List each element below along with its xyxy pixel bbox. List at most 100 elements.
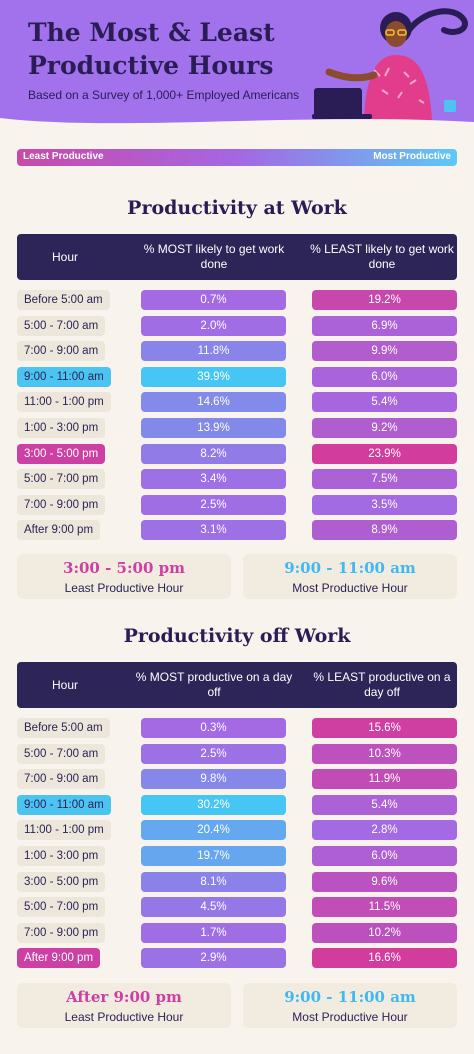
most-value-cell: 14.6% (141, 392, 286, 413)
most-value-cell: 1.7% (141, 922, 286, 943)
hour-label: 7:00 - 9:00 am (17, 769, 106, 790)
most-productive-time: 9:00 - 11:00 am (284, 559, 416, 577)
least-value-cell: 6.0% (312, 846, 457, 866)
most-value-cell: 13.9% (141, 418, 286, 438)
least-value-cell: 9.9% (312, 341, 457, 362)
most-value-cell: 4.5% (141, 897, 286, 918)
page-subtitle: Based on a Survey of 1,000+ Employed Ame… (28, 88, 300, 102)
table-header-off-work: Hour % MOST productive on a day off % LE… (17, 662, 457, 708)
least-value-cell: 3.5% (312, 494, 457, 515)
least-value-cell: 23.9% (312, 443, 457, 464)
table-row: 9:00 - 11:00 am 30.2% 5.4% (0, 794, 474, 815)
hour-label: 7:00 - 9:00 am (17, 341, 106, 362)
most-productive-time: 9:00 - 11:00 am (284, 988, 416, 1006)
section-title-off-work: Productivity off Work (123, 625, 351, 647)
table-row: 1:00 - 3:00 pm 19.7% 6.0% (0, 846, 474, 866)
hour-label: 3:00 - 5:00 pm (17, 443, 106, 464)
table-row: After 9:00 pm 2.9% 16.6% (0, 948, 474, 969)
table-row: 11:00 - 1:00 pm 20.4% 2.8% (0, 820, 474, 841)
table-row: 7:00 - 9:00 am 9.8% 11.9% (0, 769, 474, 790)
table-row: Before 5:00 am 0.7% 19.2% (0, 290, 474, 310)
least-value-cell: 9.6% (312, 871, 457, 892)
most-value-cell: 8.1% (141, 871, 286, 892)
least-productive-time: 3:00 - 5:00 pm (63, 559, 185, 577)
most-value-cell: 30.2% (141, 794, 286, 815)
column-header-most: % MOST likely to get work done (143, 242, 285, 271)
table-row: 3:00 - 5:00 pm 8.2% 23.9% (0, 443, 474, 464)
hour-label: 11:00 - 1:00 pm (17, 820, 111, 841)
header-wave (0, 118, 474, 128)
hour-label: 9:00 - 11:00 am (17, 366, 111, 387)
least-value-cell: 5.4% (312, 794, 457, 815)
most-value-cell: 8.2% (141, 443, 286, 464)
most-value-cell: 9.8% (141, 769, 286, 790)
most-value-cell: 2.5% (141, 743, 286, 764)
column-header-least: % LEAST likely to get work done (310, 242, 454, 271)
most-productive-label: Most Productive Hour (292, 1010, 408, 1024)
table-row: 5:00 - 7:00 pm 3.4% 7.5% (0, 469, 474, 490)
table-row: 11:00 - 1:00 pm 14.6% 5.4% (0, 392, 474, 413)
hour-label: 5:00 - 7:00 am (17, 743, 106, 764)
most-value-cell: 19.7% (141, 846, 286, 866)
table-row: After 9:00 pm 3.1% 8.9% (0, 520, 474, 541)
hour-label: After 9:00 pm (17, 948, 101, 969)
table-header-work: Hour % MOST likely to get work done % LE… (17, 234, 457, 280)
least-value-cell: 7.5% (312, 469, 457, 490)
hour-label: 9:00 - 11:00 am (17, 794, 111, 815)
least-value-cell: 11.5% (312, 897, 457, 918)
most-value-cell: 0.3% (141, 718, 286, 738)
hour-label: 5:00 - 7:00 pm (17, 897, 106, 918)
least-value-cell: 8.9% (312, 520, 457, 541)
summary-card-most-work: 9:00 - 11:00 am Most Productive Hour (243, 554, 457, 599)
column-header-least: % LEAST productive on a day off (313, 670, 451, 699)
most-value-cell: 20.4% (141, 820, 286, 841)
table-row: Before 5:00 am 0.3% 15.6% (0, 718, 474, 738)
woman-with-laptop-illustration (312, 8, 468, 120)
table-row: 3:00 - 5:00 pm 8.1% 9.6% (0, 871, 474, 892)
table-row: 5:00 - 7:00 pm 4.5% 11.5% (0, 897, 474, 918)
least-value-cell: 15.6% (312, 718, 457, 738)
most-value-cell: 0.7% (141, 290, 286, 310)
hour-label: 1:00 - 3:00 pm (17, 846, 106, 866)
summary-card-least-work: 3:00 - 5:00 pm Least Productive Hour (17, 554, 231, 599)
summary-card-least-off-work: After 9:00 pm Least Productive Hour (17, 983, 231, 1028)
section-title-work: Productivity at Work (127, 197, 347, 219)
most-value-cell: 11.8% (141, 341, 286, 362)
least-productive-label: Least Productive Hour (64, 581, 184, 595)
least-value-cell: 9.2% (312, 418, 457, 438)
most-value-cell: 2.0% (141, 315, 286, 336)
least-value-cell: 10.3% (312, 743, 457, 764)
column-header-hour: Hour (51, 677, 78, 692)
hour-label: 7:00 - 9:00 pm (17, 494, 106, 515)
most-value-cell: 2.9% (141, 948, 286, 969)
least-productive-time: After 9:00 pm (66, 988, 182, 1006)
hour-label: After 9:00 pm (17, 520, 101, 541)
hour-label: 5:00 - 7:00 pm (17, 469, 106, 490)
productivity-gradient-legend: Least Productive Most Productive (17, 149, 457, 166)
hour-label: Before 5:00 am (17, 290, 110, 310)
table-row: 9:00 - 11:00 am 39.9% 6.0% (0, 366, 474, 387)
least-value-cell: 10.2% (312, 922, 457, 943)
table-row: 5:00 - 7:00 am 2.0% 6.9% (0, 315, 474, 336)
table-row: 1:00 - 3:00 pm 13.9% 9.2% (0, 418, 474, 438)
most-value-cell: 3.4% (141, 469, 286, 490)
table-row: 7:00 - 9:00 pm 2.5% 3.5% (0, 494, 474, 515)
legend-most-label: Most Productive (373, 151, 451, 162)
least-value-cell: 6.9% (312, 315, 457, 336)
least-value-cell: 2.8% (312, 820, 457, 841)
most-productive-label: Most Productive Hour (292, 581, 408, 595)
page-title: The Most & Least Productive Hours (28, 18, 275, 80)
hour-label: Before 5:00 am (17, 718, 110, 738)
summary-card-most-off-work: 9:00 - 11:00 am Most Productive Hour (243, 983, 457, 1028)
table-row: 7:00 - 9:00 pm 1.7% 10.2% (0, 922, 474, 943)
hour-label: 1:00 - 3:00 pm (17, 418, 106, 438)
hour-label: 3:00 - 5:00 pm (17, 871, 106, 892)
least-value-cell: 5.4% (312, 392, 457, 413)
least-productive-label: Least Productive Hour (64, 1010, 184, 1024)
least-value-cell: 11.9% (312, 769, 457, 790)
hour-label: 7:00 - 9:00 pm (17, 922, 106, 943)
most-value-cell: 3.1% (141, 520, 286, 541)
column-header-most: % MOST productive on a day off (135, 670, 293, 699)
table-row: 7:00 - 9:00 am 11.8% 9.9% (0, 341, 474, 362)
table-row: 5:00 - 7:00 am 2.5% 10.3% (0, 743, 474, 764)
